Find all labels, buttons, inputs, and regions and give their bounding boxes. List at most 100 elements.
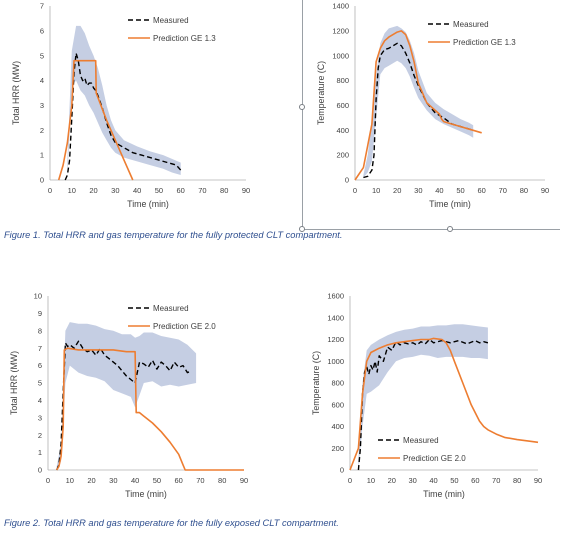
fig2-hrr-y-tick-label: 5 (38, 379, 42, 388)
fig1-hrr-series-prediction-line (57, 59, 134, 181)
fig1-temp-x-tick-label: 0 (353, 186, 357, 195)
fig2-temp-legend-label: Prediction GE 2.0 (403, 454, 466, 463)
fig1-temp-y-tick-label: 0 (345, 176, 349, 185)
fig2-temp-uncertainty-band (358, 324, 488, 470)
fig1-temp-x-axis-label: Time (min) (429, 199, 471, 209)
fig2-hrr-y-axis-label: Total HRR (MW) (9, 351, 19, 415)
fig2-hrr-legend-label: Prediction GE 2.0 (153, 322, 216, 331)
fig2-hrr-series-measured-line (56, 340, 192, 471)
fig1-hrr-y-tick-label: 3 (40, 101, 44, 110)
fig2-hrr-x-tick-label: 90 (240, 476, 248, 485)
fig2-hrr-x-tick-label: 0 (46, 476, 50, 485)
fig2-temp-y-tick-label: 600 (331, 400, 344, 409)
fig2-hrr-y-tick-label: 9 (38, 309, 42, 318)
fig1-temp-y-tick-label: 1400 (332, 2, 349, 11)
fig2-hrr-x-tick-label: 50 (153, 476, 161, 485)
fig1-hrr-y-axis-label: Total HRR (MW) (11, 61, 21, 125)
fig1-temp-x-tick-label: 40 (435, 186, 443, 195)
resize-handle-bottom-left[interactable] (299, 226, 305, 232)
fig2-hrr-x-tick-label: 60 (174, 476, 182, 485)
fig2-hrr-y-tick-label: 2 (38, 431, 42, 440)
fig2-temp-y-tick-label: 200 (331, 444, 344, 453)
fig2-temp-y-tick-label: 1000 (327, 357, 344, 366)
fig2-hrr-y-tick-label: 6 (38, 361, 42, 370)
fig2-temp-x-tick-label: 30 (408, 476, 416, 485)
fig2-temp-x-tick-label: 10 (367, 476, 375, 485)
fig1-temp-x-tick-label: 50 (456, 186, 464, 195)
fig2-hrr-legend-label: Measured (153, 304, 189, 313)
fig2-temp-legend-label: Measured (403, 436, 439, 445)
fig2-hrr-chart: 0 10 20 30 40 50 60 70 80 90 0 1 2 3 4 5 6 7 8 9 10 Time (min… (9, 292, 248, 499)
fig2-hrr-x-tick-label: 40 (131, 476, 139, 485)
fig2-temp-y-tick-label: 1200 (327, 335, 344, 344)
fig2-hrr-x-tick-label: 70 (196, 476, 204, 485)
fig1-temp-x-tick-label: 90 (541, 186, 549, 195)
resize-handle-left[interactable] (299, 104, 305, 110)
fig2-hrr-y-tick-label: 8 (38, 326, 42, 335)
fig2-hrr-y-tick-label: 4 (38, 396, 42, 405)
fig1-hrr-x-axis-label: Time (min) (127, 199, 169, 209)
fig1-hrr-x-tick-label: 70 (198, 186, 206, 195)
fig1-hrr-x-tick-label: 10 (68, 186, 76, 195)
fig1-hrr-x-tick-label: 20 (89, 186, 97, 195)
fig1-temp-y-axis-label: Temperature (C) (316, 61, 326, 125)
fig1-temp-x-tick-label: 70 (499, 186, 507, 195)
fig1-temp-x-tick-label: 20 (393, 186, 401, 195)
fig2-temp-y-tick-label: 1400 (327, 313, 344, 322)
selection-frame-bottom (302, 229, 560, 230)
fig1-hrr-y-tick-label: 5 (40, 51, 44, 60)
fig1-hrr-x-tick-label: 30 (111, 186, 119, 195)
fig1-temp-uncertainty-band (363, 25, 474, 178)
fig2-hrr-y-tick-label: 7 (38, 344, 42, 353)
fig2-temp-x-tick-label: 0 (348, 476, 352, 485)
fig1-hrr-y-tick-label: 1 (40, 151, 44, 160)
fig1-temp-series-measured-line (363, 42, 474, 179)
fig2-hrr-x-axis-label: Time (min) (125, 489, 167, 499)
fig1-temp-x-tick-label: 30 (414, 186, 422, 195)
fig2-temp-y-axis-label: Temperature (C) (311, 351, 321, 415)
fig1-temp-legend-label: Prediction GE 1.3 (453, 38, 516, 47)
fig1-temp-x-tick-label: 60 (477, 186, 485, 195)
fig1-hrr-y-tick-label: 6 (40, 26, 44, 35)
fig1-hrr-y-tick-label: 7 (40, 2, 44, 11)
fig2-temp-x-tick-label: 90 (534, 476, 542, 485)
fig2-temp-x-axis-label: Time (min) (423, 489, 465, 499)
fig1-temp-x-tick-label: 10 (372, 186, 380, 195)
fig1-hrr-x-tick-label: 0 (48, 186, 52, 195)
fig1-hrr-y-tick-label: 0 (40, 176, 44, 185)
fig2-hrr-series-prediction-line (56, 347, 244, 471)
fig1-temp-y-tick-label: 200 (336, 151, 349, 160)
fig1-hrr-legend-label: Measured (153, 16, 189, 25)
fig1-hrr-x-tick-label: 40 (133, 186, 141, 195)
fig2-temp-series-measured-line (357, 338, 489, 471)
figure-2-caption: Figure 2. Total HRR and gas temperature … (4, 518, 339, 528)
fig2-temp-y-tick-label: 400 (331, 422, 344, 431)
fig1-hrr-series-measured-line (64, 52, 182, 181)
fig2-temp-x-tick-label: 50 (450, 476, 458, 485)
fig2-hrr-y-tick-label: 0 (38, 466, 42, 475)
fig2-hrr-y-tick-label: 10 (34, 292, 42, 301)
fig1-hrr-x-tick-label: 80 (220, 186, 228, 195)
figure-1-caption: Figure 1. Total HRR and gas temperature … (4, 230, 343, 240)
fig2-hrr-x-tick-label: 30 (109, 476, 117, 485)
fig1-hrr-legend-label: Prediction GE 1.3 (153, 34, 216, 43)
fig2-hrr-x-tick-label: 20 (87, 476, 95, 485)
fig1-hrr-x-tick-label: 60 (176, 186, 184, 195)
fig2-temp-x-tick-label: 20 (388, 476, 396, 485)
fig2-temp-y-tick-label: 0 (340, 466, 344, 475)
fig2-hrr-x-tick-label: 10 (66, 476, 74, 485)
fig1-temp-x-tick-label: 80 (520, 186, 528, 195)
fig2-temp-y-tick-label: 800 (331, 379, 344, 388)
fig2-hrr-uncertainty-band (56, 322, 197, 470)
fig1-temp-y-tick-label: 1000 (332, 51, 349, 60)
resize-handle-bottom[interactable] (447, 226, 453, 232)
fig1-hrr-y-tick-label: 2 (40, 126, 44, 135)
fig2-temp-series-prediction-line (349, 337, 539, 471)
fig1-temp-series-prediction-line (354, 30, 482, 181)
fig2-hrr-y-tick-label: 1 (38, 448, 42, 457)
selection-frame-left (302, 0, 303, 229)
fig2-temp-x-tick-label: 60 (471, 476, 479, 485)
fig1-hrr-x-tick-label: 90 (242, 186, 250, 195)
fig1-temp-y-tick-label: 800 (336, 76, 349, 85)
fig2-hrr-y-tick-label: 3 (38, 413, 42, 422)
